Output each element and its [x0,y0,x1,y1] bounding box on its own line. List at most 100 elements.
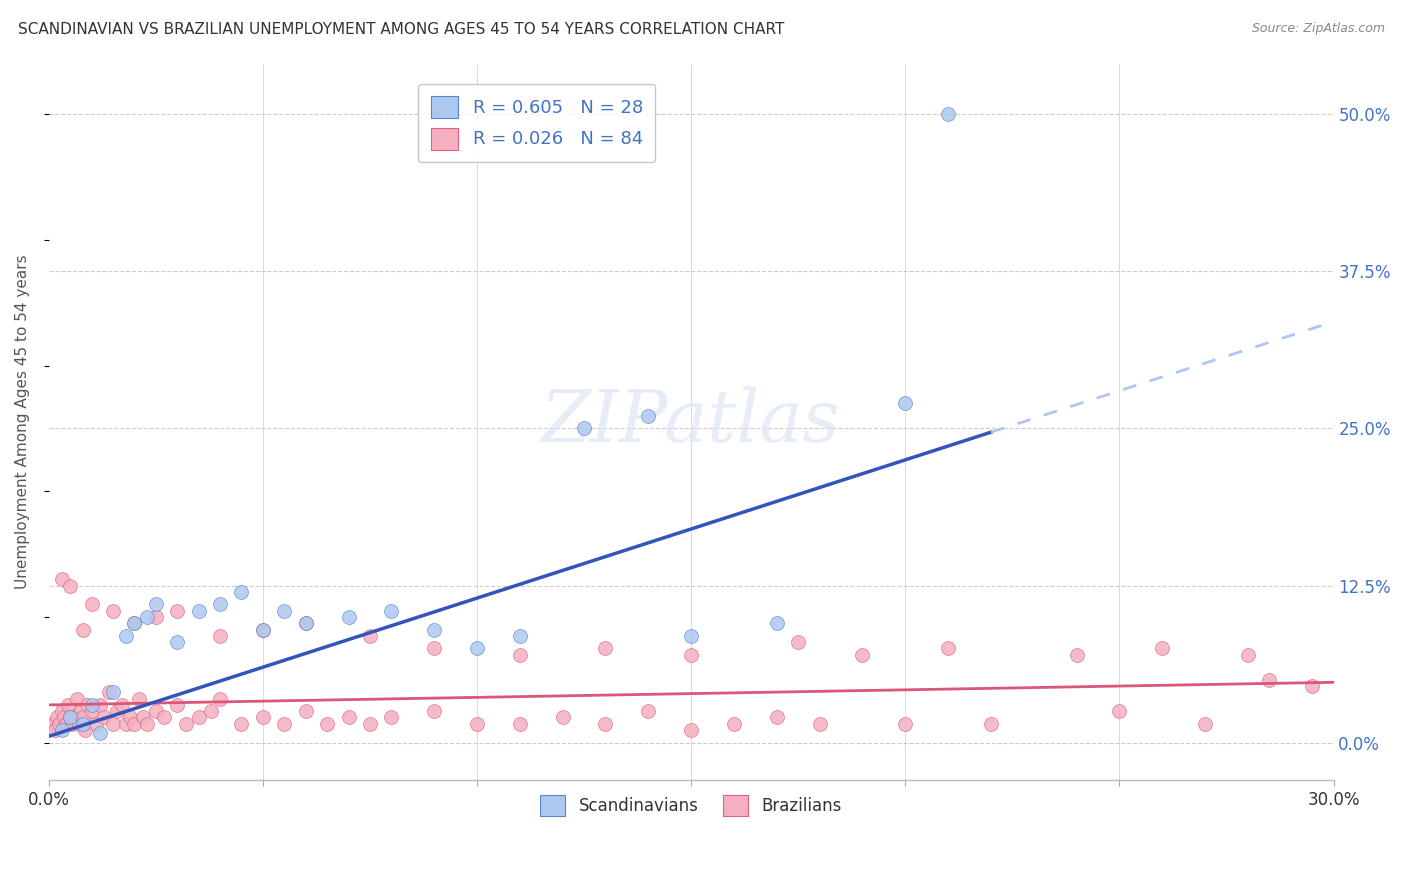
Point [1108,704,1130,718]
Point [48,716,70,731]
Point [273,604,295,618]
Point [114,629,136,643]
Point [51,723,73,737]
Point [765,710,787,724]
Point [93,710,115,724]
Point [681,648,703,662]
Point [89,698,111,712]
Point [936,641,959,656]
Point [423,641,446,656]
Point [595,641,617,656]
Point [166,604,188,618]
Point [681,629,703,643]
Point [97,685,120,699]
Point [101,604,124,618]
Point [316,716,339,731]
Point [209,691,232,706]
Point [894,716,917,731]
Point [166,698,188,712]
Point [1066,648,1088,662]
Point [132,710,155,724]
Point [59,710,82,724]
Point [114,716,136,731]
Point [359,629,381,643]
Point [51,704,73,718]
Point [200,704,222,718]
Point [44,723,66,737]
Point [1258,673,1281,687]
Point [136,610,159,624]
Point [294,616,316,631]
Point [637,704,659,718]
Point [46,710,69,724]
Point [637,409,659,423]
Point [174,716,197,731]
Point [1194,716,1216,731]
Point [273,716,295,731]
Text: SCANDINAVIAN VS BRAZILIAN UNEMPLOYMENT AMONG AGES 45 TO 54 YEARS CORRELATION CHA: SCANDINAVIAN VS BRAZILIAN UNEMPLOYMENT A… [18,22,785,37]
Point [128,691,150,706]
Point [72,710,94,724]
Point [187,604,209,618]
Point [153,710,176,724]
Point [231,584,253,599]
Point [465,716,488,731]
Point [101,685,124,699]
Point [380,604,402,618]
Point [252,623,274,637]
Point [105,704,128,718]
Point [252,710,274,724]
Point [80,704,103,718]
Point [509,716,531,731]
Point [120,710,142,724]
Point [980,716,1002,731]
Point [56,698,79,712]
Point [145,598,167,612]
Point [808,716,831,731]
Text: ZIPatlas: ZIPatlas [541,387,841,458]
Point [124,716,146,731]
Point [723,716,745,731]
Point [51,572,73,586]
Point [59,710,82,724]
Point [60,716,83,731]
Point [55,716,77,731]
Point [209,629,232,643]
Point [595,716,617,731]
Point [209,598,232,612]
Point [110,698,132,712]
Point [187,710,209,724]
Point [359,716,381,731]
Point [681,723,703,737]
Point [75,723,97,737]
Point [80,698,103,712]
Point [231,716,253,731]
Point [124,616,146,631]
Y-axis label: Unemployment Among Ages 45 to 54 years: Unemployment Among Ages 45 to 54 years [15,255,30,590]
Point [145,610,167,624]
Point [294,704,316,718]
Point [572,421,595,435]
Point [936,107,959,121]
Point [67,716,90,731]
Legend: Scandinavians, Brazilians: Scandinavians, Brazilians [530,785,852,826]
Point [787,635,810,649]
Point [89,725,111,739]
Point [509,648,531,662]
Point [72,716,94,731]
Point [59,578,82,592]
Text: Source: ZipAtlas.com: Source: ZipAtlas.com [1251,22,1385,36]
Point [145,704,167,718]
Point [52,710,75,724]
Point [1152,641,1174,656]
Point [1301,679,1323,693]
Point [70,704,93,718]
Point [509,629,531,643]
Point [42,716,65,731]
Point [80,598,103,612]
Point [166,635,188,649]
Point [136,716,159,731]
Point [65,691,87,706]
Point [465,641,488,656]
Point [76,698,98,712]
